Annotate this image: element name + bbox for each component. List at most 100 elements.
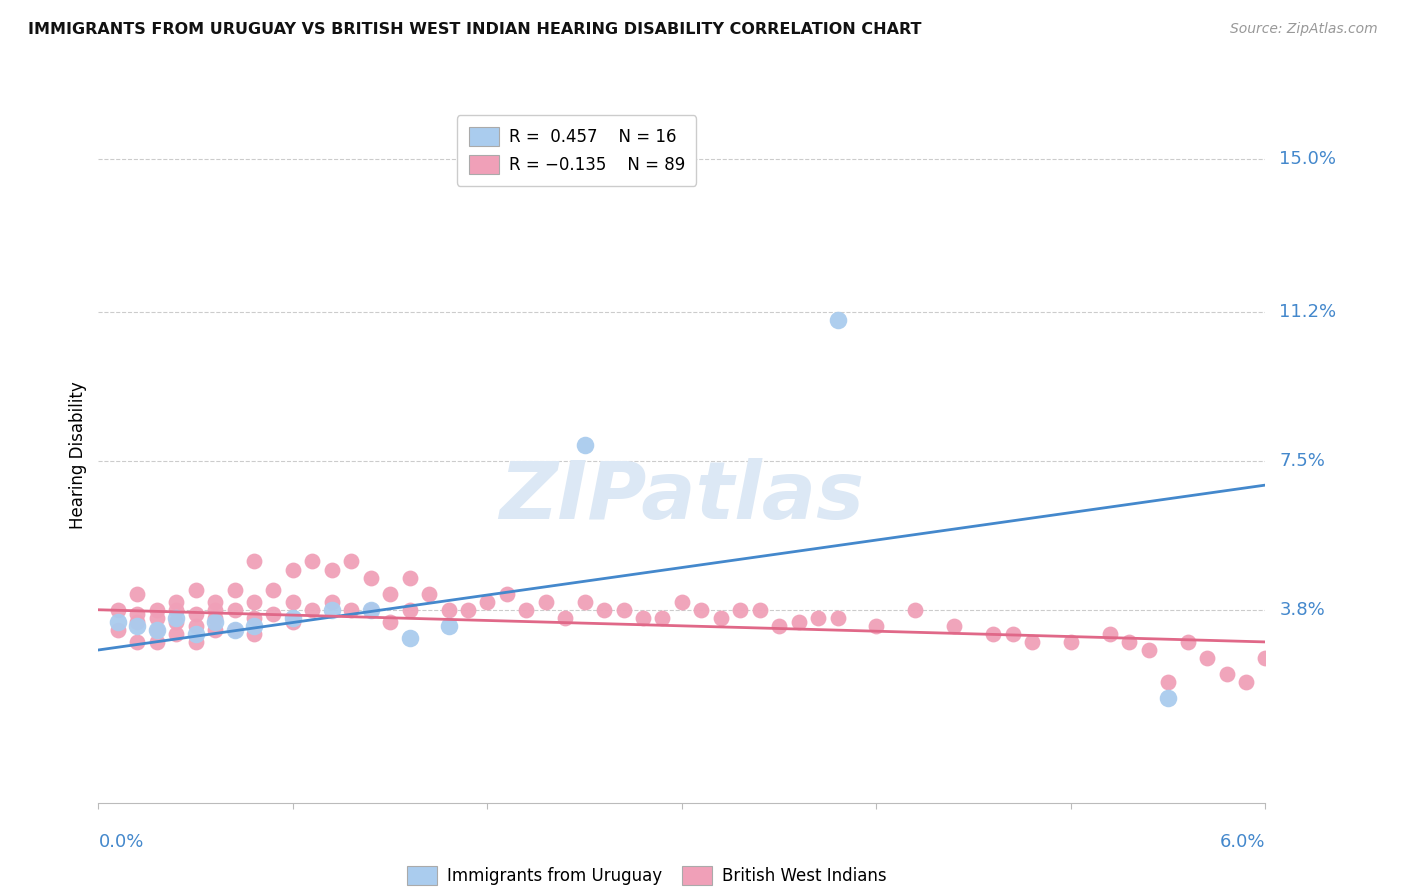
Point	[127, 615, 149, 629]
Point	[360, 603, 382, 617]
Point	[1157, 675, 1180, 690]
Point	[378, 587, 402, 601]
Point	[1118, 635, 1140, 649]
Point	[262, 607, 284, 621]
Point	[184, 627, 207, 641]
Point	[690, 603, 713, 617]
Point	[865, 619, 887, 633]
Point	[321, 603, 343, 617]
Point	[378, 615, 402, 629]
Point	[437, 603, 460, 617]
Point	[146, 623, 169, 637]
Point	[243, 595, 266, 609]
Point	[321, 562, 343, 576]
Point	[360, 603, 382, 617]
Text: 15.0%: 15.0%	[1279, 151, 1336, 169]
Point	[262, 582, 284, 597]
Point	[165, 595, 187, 609]
Point	[360, 571, 382, 585]
Point	[398, 603, 420, 617]
Point	[398, 631, 420, 645]
Point	[1294, 675, 1316, 690]
Point	[981, 627, 1004, 641]
Point	[204, 611, 226, 625]
Point	[1274, 667, 1296, 681]
Point	[1157, 691, 1180, 706]
Point	[243, 619, 266, 633]
Point	[165, 615, 187, 629]
Text: 6.0%: 6.0%	[1220, 833, 1265, 851]
Point	[1137, 643, 1160, 657]
Point	[224, 623, 246, 637]
Point	[224, 623, 246, 637]
Point	[146, 623, 169, 637]
Point	[1254, 651, 1277, 665]
Point	[1234, 675, 1257, 690]
Point	[496, 587, 519, 601]
Point	[107, 615, 129, 629]
Point	[457, 603, 479, 617]
Point	[534, 595, 557, 609]
Point	[321, 595, 343, 609]
Point	[127, 635, 149, 649]
Point	[730, 603, 752, 617]
Point	[204, 615, 226, 629]
Point	[184, 582, 207, 597]
Point	[204, 603, 226, 617]
Point	[127, 587, 149, 601]
Point	[340, 554, 363, 568]
Text: 0.0%: 0.0%	[98, 833, 143, 851]
Point	[243, 611, 266, 625]
Point	[651, 611, 673, 625]
Point	[437, 619, 460, 633]
Point	[631, 611, 654, 625]
Y-axis label: Hearing Disability: Hearing Disability	[69, 381, 87, 529]
Point	[127, 619, 149, 633]
Point	[146, 603, 169, 617]
Point	[281, 562, 304, 576]
Point	[827, 611, 849, 625]
Point	[243, 554, 266, 568]
Point	[1001, 627, 1024, 641]
Text: IMMIGRANTS FROM URUGUAY VS BRITISH WEST INDIAN HEARING DISABILITY CORRELATION CH: IMMIGRANTS FROM URUGUAY VS BRITISH WEST …	[28, 22, 921, 37]
Point	[146, 611, 169, 625]
Point	[1351, 675, 1374, 690]
Point	[281, 595, 304, 609]
Point	[671, 595, 693, 609]
Point	[224, 582, 246, 597]
Point	[554, 611, 576, 625]
Point	[904, 603, 927, 617]
Point	[710, 611, 733, 625]
Point	[1331, 667, 1354, 681]
Point	[184, 607, 207, 621]
Point	[827, 313, 849, 327]
Point	[612, 603, 634, 617]
Point	[281, 611, 304, 625]
Point	[165, 627, 187, 641]
Point	[165, 611, 187, 625]
Point	[1021, 635, 1043, 649]
Text: 11.2%: 11.2%	[1279, 303, 1337, 321]
Point	[1177, 635, 1199, 649]
Point	[593, 603, 616, 617]
Point	[184, 635, 207, 649]
Point	[1060, 635, 1083, 649]
Point	[107, 603, 129, 617]
Point	[204, 623, 226, 637]
Point	[243, 627, 266, 641]
Point	[301, 603, 323, 617]
Text: 7.5%: 7.5%	[1279, 452, 1326, 470]
Point	[1215, 667, 1237, 681]
Point	[1195, 651, 1218, 665]
Text: Source: ZipAtlas.com: Source: ZipAtlas.com	[1230, 22, 1378, 37]
Point	[184, 619, 207, 633]
Point	[1098, 627, 1121, 641]
Point	[165, 603, 187, 617]
Point	[146, 635, 169, 649]
Point	[340, 603, 363, 617]
Text: 3.8%: 3.8%	[1279, 600, 1324, 619]
Point	[301, 554, 323, 568]
Legend: Immigrants from Uruguay, British West Indians: Immigrants from Uruguay, British West In…	[401, 859, 893, 892]
Point	[418, 587, 440, 601]
Point	[477, 595, 499, 609]
